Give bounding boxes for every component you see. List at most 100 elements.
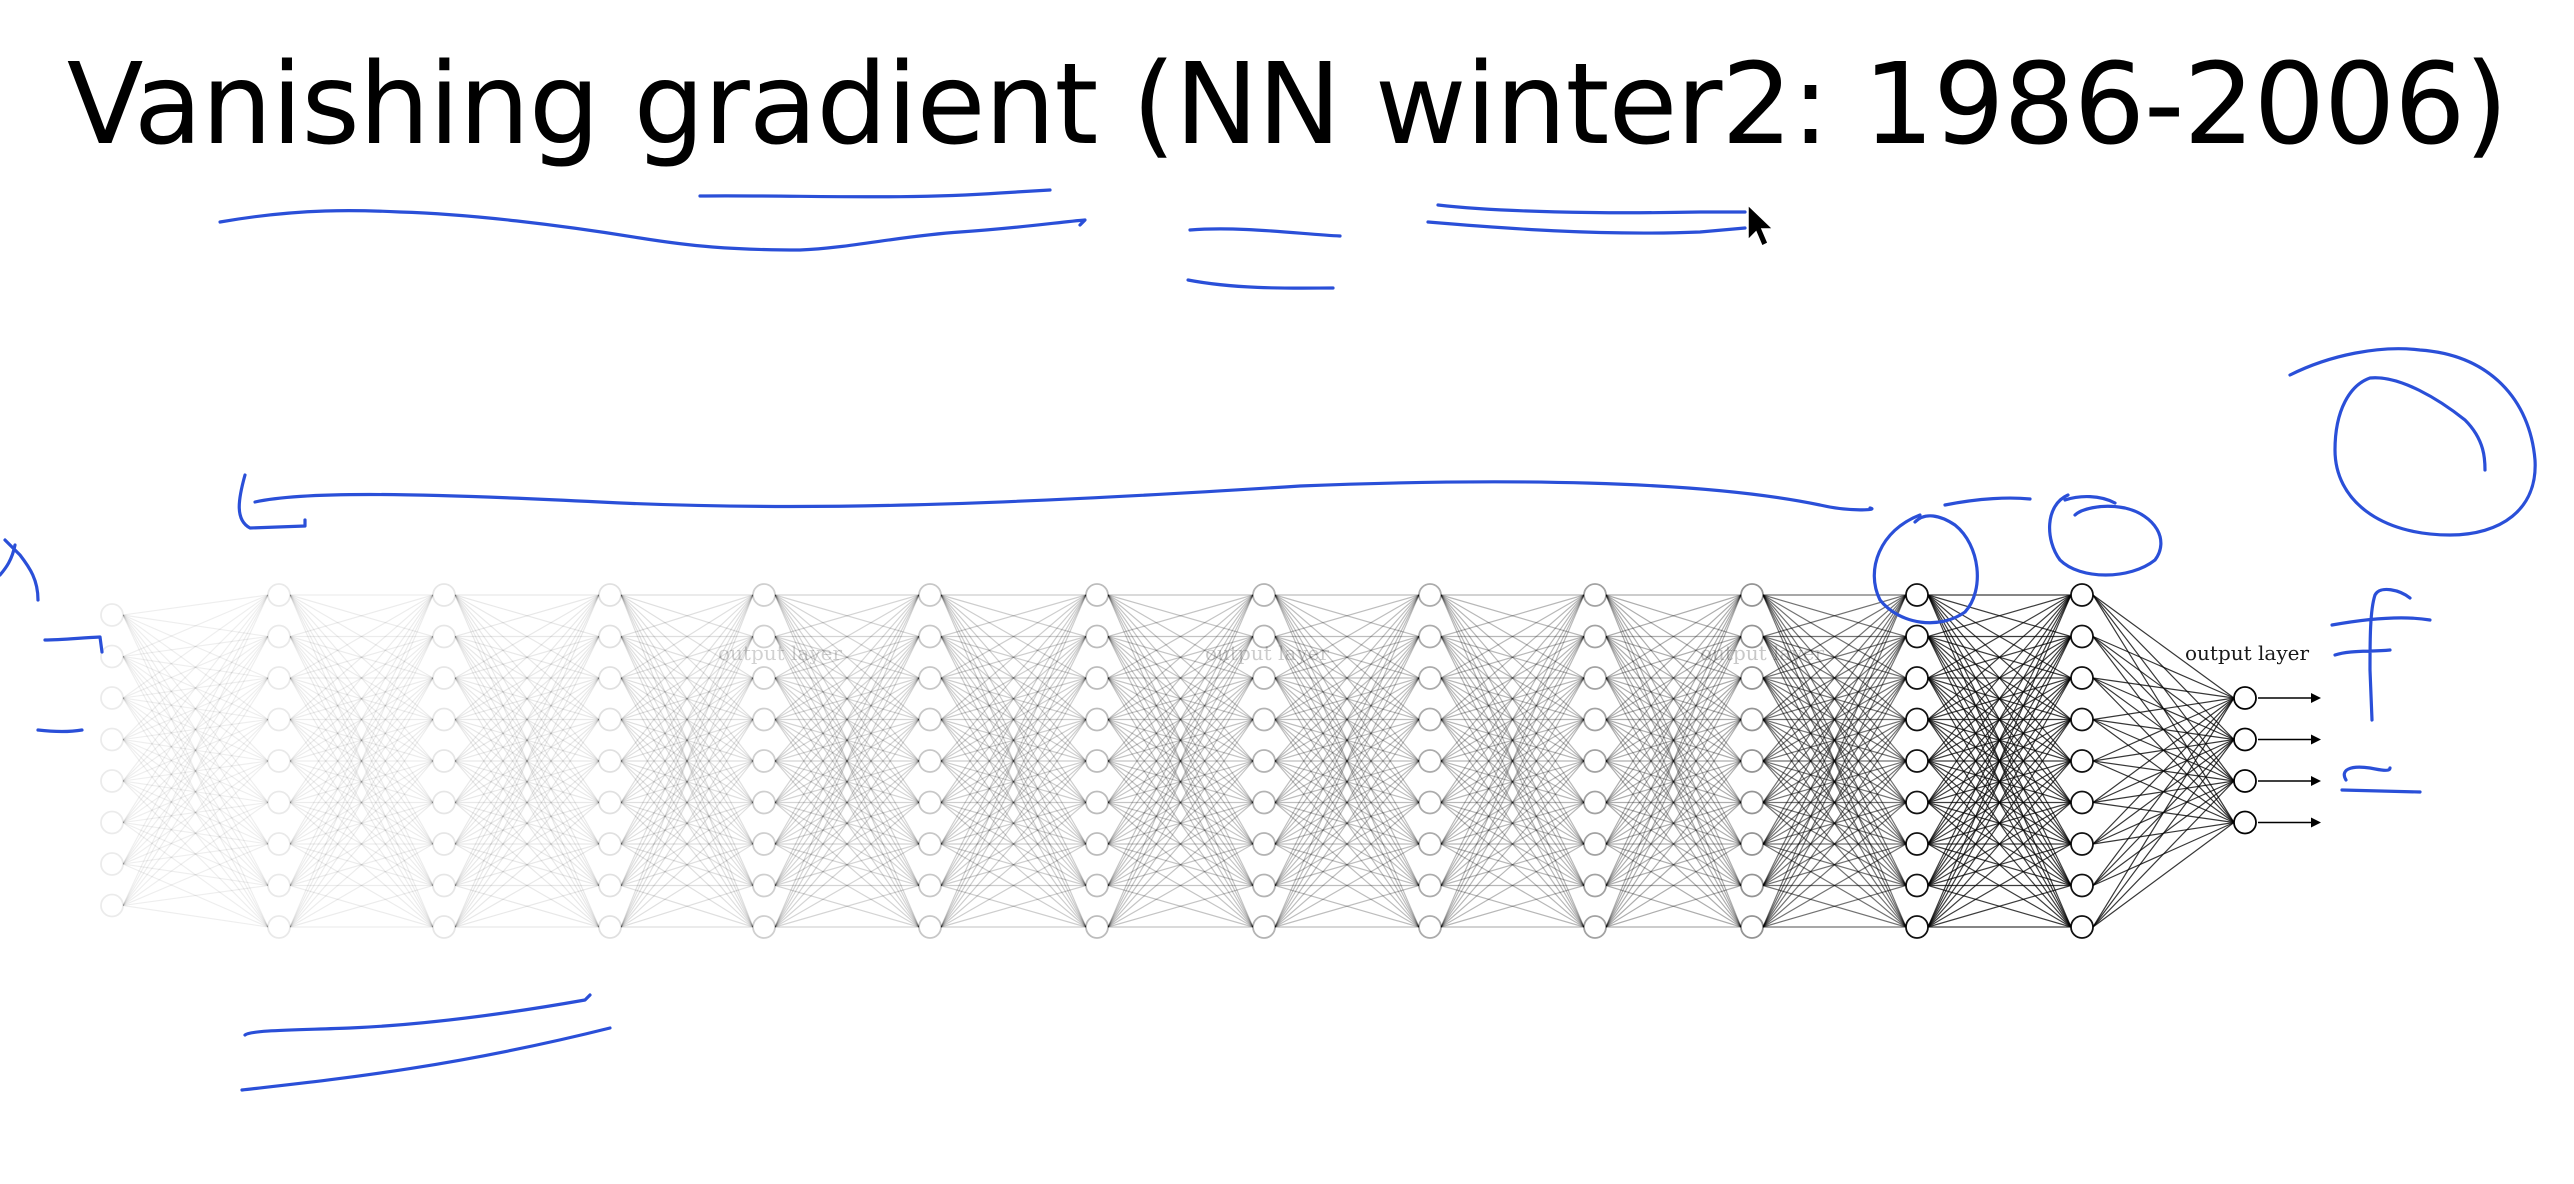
neuron [918,915,942,939]
neuron [918,749,942,773]
neuron-layer-7 [1085,583,1109,939]
neuron [598,790,622,815]
connections-layer-4-to-5 [620,594,754,928]
neuron [2070,583,2094,607]
neuron [1085,832,1109,856]
neuron [2070,873,2094,898]
neuron-layer-3 [432,583,456,939]
neuron [1905,666,1929,690]
connections-layer-2-to-3 [289,594,434,928]
neuron [432,624,456,649]
neuron [100,769,124,793]
neuron [918,832,942,856]
neuron [100,644,124,669]
neuron [2070,832,2094,856]
neuron [598,873,622,898]
neuron [1740,915,1764,939]
neuron [1252,583,1276,607]
neuron [1583,832,1607,856]
neuron [267,832,291,856]
neuron [598,666,622,690]
neuron-layer-13 [2070,583,2094,939]
neuron [598,624,622,649]
neuron-layer-8 [1252,583,1276,939]
neuron [1418,832,1442,856]
neuron [1905,873,1929,898]
neuron [1085,915,1109,939]
neuron [1583,583,1607,607]
neuron [1252,790,1276,815]
neuron [432,790,456,815]
output-arrowhead [2311,734,2321,745]
neuron [1905,832,1929,856]
neuron [1740,666,1764,690]
neuron [1905,624,1929,649]
neuron [1583,873,1607,898]
neuron-layer-12 [1905,583,1929,939]
neuron [432,749,456,773]
neuron [1905,790,1929,815]
neuron [1418,707,1442,732]
neuron [100,686,124,710]
neuron [752,832,776,856]
neuron [1252,666,1276,690]
neuron [1905,583,1929,607]
neuron [1740,624,1764,649]
neuron [752,790,776,815]
neuron [1418,749,1442,773]
network-connections [122,594,2235,928]
neuron-layer-14 [2233,686,2257,835]
neuron [267,624,291,649]
network-labels: output layer output layer output layer o… [718,641,2309,665]
output-arrows [2258,693,2321,828]
neuron-layer-1 [100,603,124,918]
neuron [598,707,622,732]
neuron-layer-2 [267,583,291,939]
faded-output-layer-label-1: output layer [718,641,842,665]
neuron [267,790,291,815]
connections-layer-9-to-10 [1440,594,1585,928]
neuron [918,624,942,649]
neuron [598,583,622,607]
neuron [2070,666,2094,690]
output-arrowhead [2311,817,2321,828]
neuron [432,915,456,939]
output-layer-label: output layer [2185,641,2309,665]
neuron [1583,707,1607,732]
neuron [752,666,776,690]
neuron [100,727,124,752]
connections-layer-8-to-9 [1274,594,1420,928]
slide-title: Vanishing gradient (NN winter2: 1986-200… [66,40,2508,170]
neuron [267,915,291,939]
connections-layer-12-to-13 [1927,594,2072,928]
neuron [1418,624,1442,649]
faded-output-layer-label-2: output layer [1205,641,1329,665]
neuron [1740,583,1764,607]
neuron [2070,624,2094,649]
neuron [918,707,942,732]
network-neurons [100,583,2257,939]
neuron [1252,915,1276,939]
neuron [1740,832,1764,856]
neuron [2233,769,2257,793]
connections-layer-1-to-2 [122,594,269,928]
connections-layer-7-to-8 [1107,594,1254,928]
neuron-layer-10 [1583,583,1607,939]
faded-output-layer-label-3: output layer [1700,641,1824,665]
neuron [100,852,124,876]
neuron [432,583,456,607]
neuron [2233,810,2257,835]
neuron [1252,832,1276,856]
neuron [752,624,776,649]
connections-layer-11-to-12 [1762,594,1907,928]
neuron [918,666,942,690]
neuron [2233,686,2257,710]
neuron [432,873,456,898]
connections-layer-6-to-7 [940,594,1087,928]
neuron [752,583,776,607]
neuron [1905,749,1929,773]
neuron [267,873,291,898]
neuron [1252,624,1276,649]
neuron-layer-6 [918,583,942,939]
